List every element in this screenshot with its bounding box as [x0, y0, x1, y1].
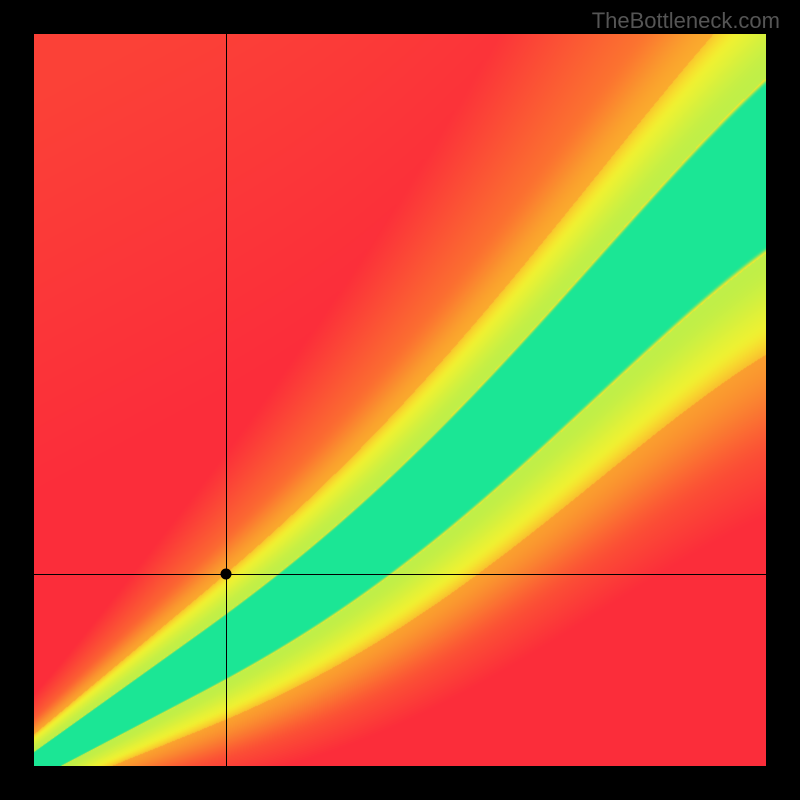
chart-container: TheBottleneck.com: [0, 0, 800, 800]
watermark-text: TheBottleneck.com: [592, 8, 780, 34]
crosshair-vertical: [226, 34, 227, 766]
plot-area: [34, 34, 766, 766]
crosshair-horizontal: [34, 574, 766, 575]
selection-marker: [220, 569, 231, 580]
heatmap-canvas: [34, 34, 766, 766]
